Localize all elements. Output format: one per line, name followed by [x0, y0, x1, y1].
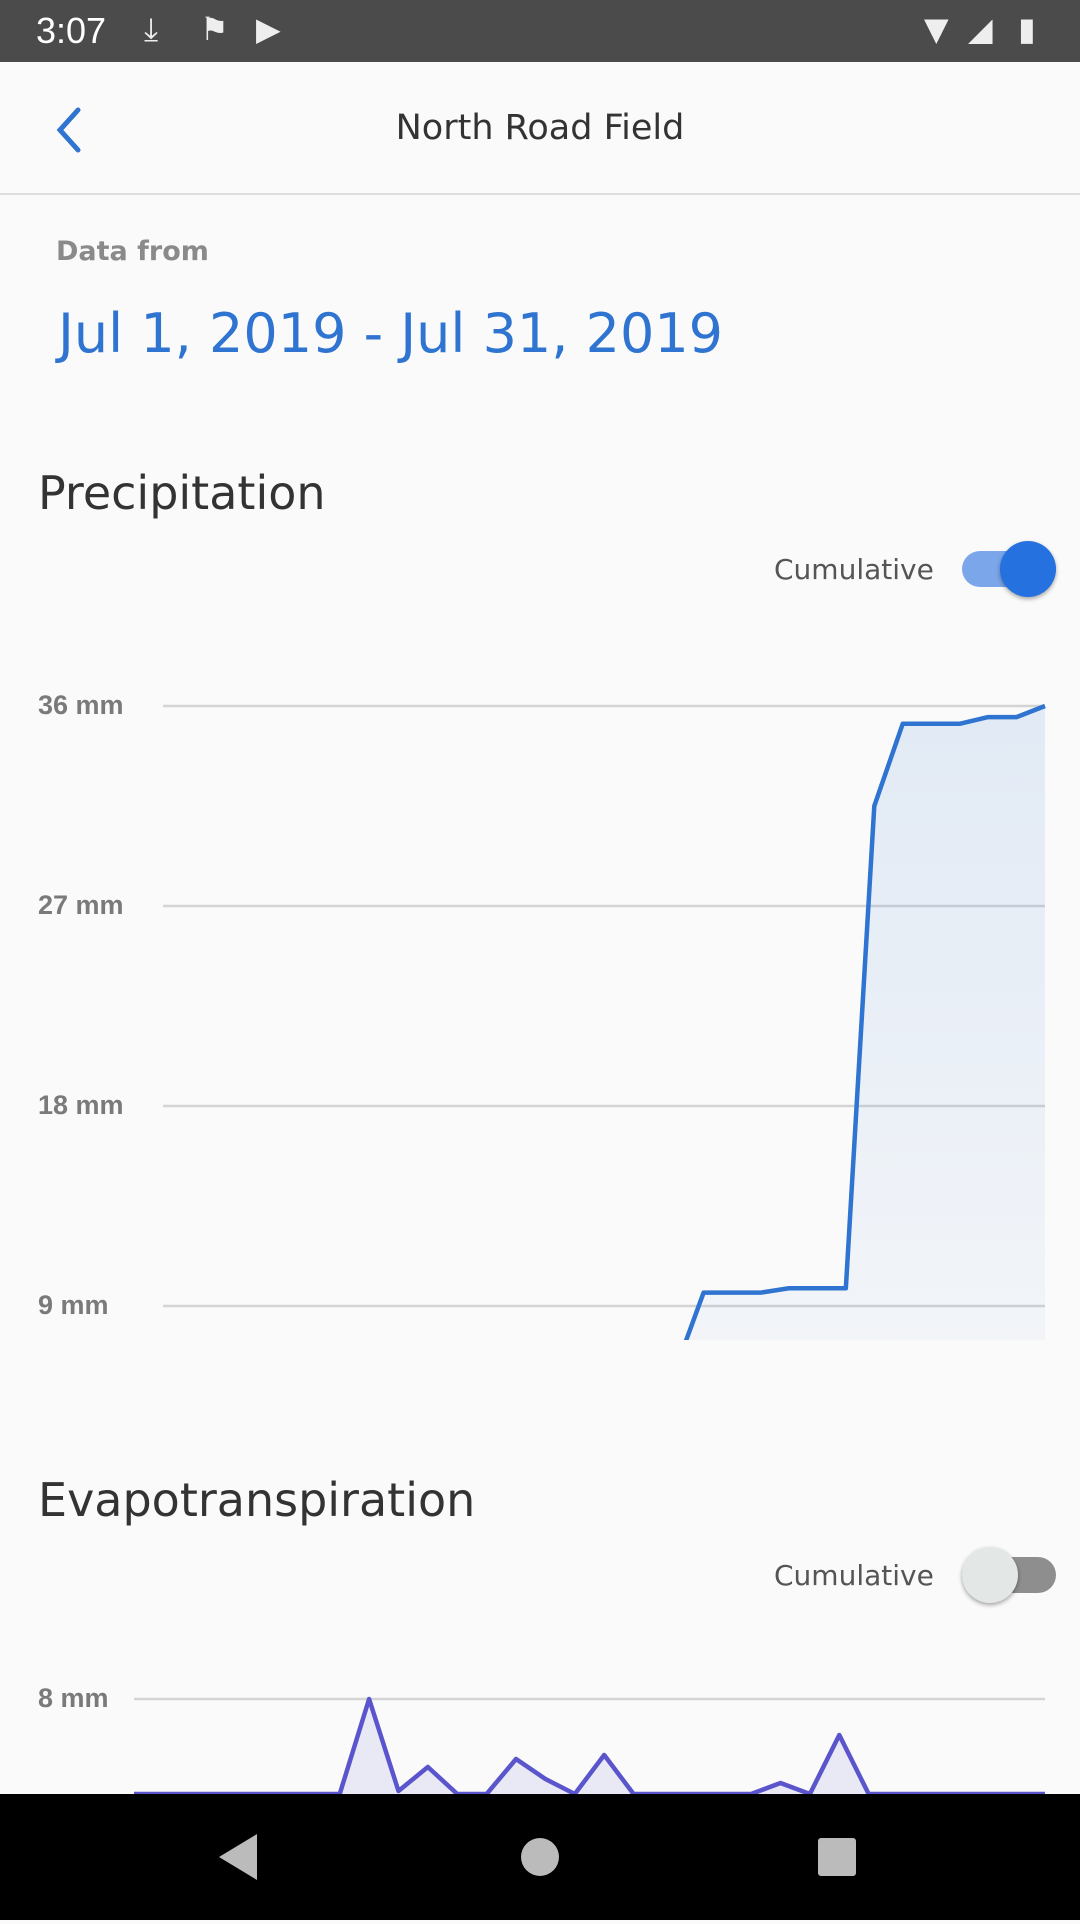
precipitation-title: Precipitation: [38, 466, 326, 520]
evapotranspiration-title: Evapotranspiration: [38, 1473, 475, 1527]
status-bar: 3:07 ⤓ ⚑ ▶ ▼ ◢ ▮: [0, 0, 1080, 62]
navigation-bar: [0, 1794, 1080, 1920]
page-title: North Road Field: [0, 108, 1080, 148]
y-tick-label: 8 mm: [38, 1683, 109, 1713]
recents-square-icon[interactable]: [818, 1838, 856, 1876]
app-bar: North Road Field: [0, 62, 1080, 195]
check-flag-icon: ⚑: [200, 10, 229, 48]
download-icon: ⤓: [144, 10, 158, 49]
back-triangle-icon[interactable]: [219, 1834, 257, 1880]
data-from-label: Data from: [56, 236, 209, 267]
status-time: 3:07: [36, 10, 106, 52]
toggle-knob: [1000, 541, 1056, 597]
toggle-knob: [962, 1547, 1018, 1603]
battery-charging-icon: ▮: [1018, 10, 1036, 48]
y-tick-label: 27 mm: [38, 890, 124, 920]
et-area: [134, 1699, 1045, 1794]
precip-cumulative-toggle[interactable]: [962, 541, 1056, 597]
evapotranspiration-chart: 8 mm: [0, 1660, 1080, 1794]
signal-icon: ◢: [968, 10, 993, 48]
et-cumulative-label: Cumulative: [774, 1559, 934, 1592]
et-cumulative-toggle[interactable]: [962, 1547, 1056, 1603]
y-tick-label: 36 mm: [38, 690, 124, 720]
wifi-icon: ▼: [924, 10, 949, 48]
precip-cumulative-label: Cumulative: [774, 553, 934, 586]
home-circle-icon[interactable]: [521, 1838, 559, 1876]
y-tick-label: 9 mm: [38, 1290, 109, 1320]
date-range-selector[interactable]: Jul 1, 2019 - Jul 31, 2019: [58, 302, 723, 365]
y-tick-label: 18 mm: [38, 1090, 124, 1120]
play-store-icon: ▶: [256, 10, 281, 48]
precip-area: [163, 706, 1045, 1340]
